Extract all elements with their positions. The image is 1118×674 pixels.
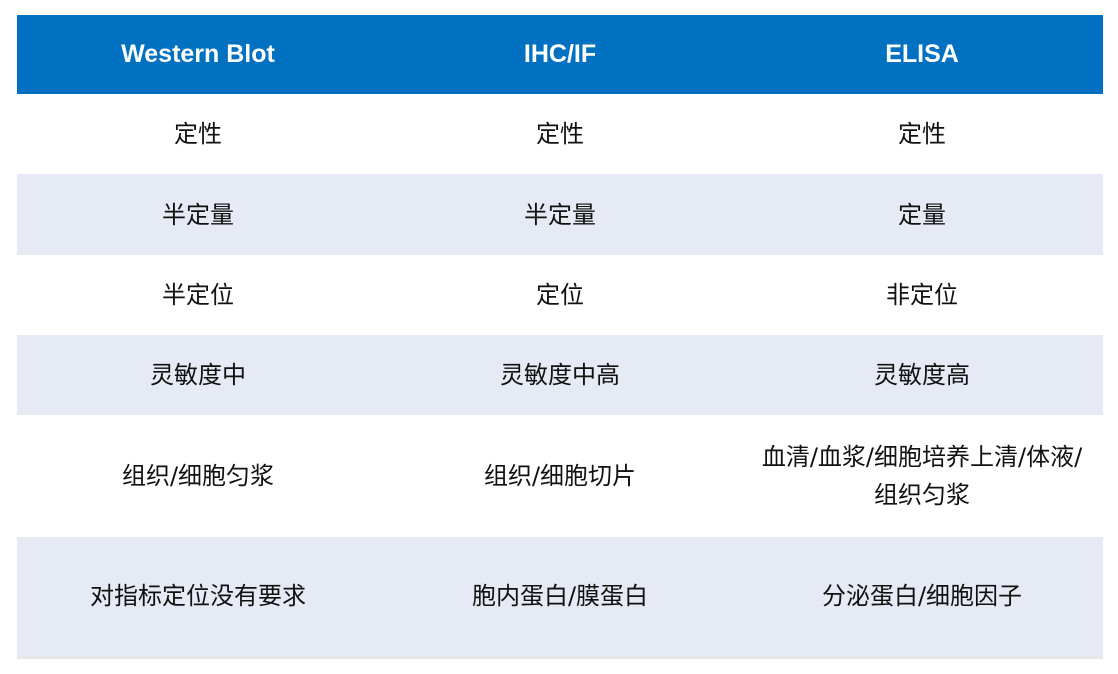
table-cell: 分泌蛋白/细胞因子 xyxy=(741,537,1103,659)
header-row: Western Blot IHC/IF ELISA xyxy=(17,15,1103,94)
header-ihc-if: IHC/IF xyxy=(379,15,741,94)
table-cell: 半定量 xyxy=(379,174,741,255)
table-cell: 半定位 xyxy=(162,281,234,309)
table-cell: 定性 xyxy=(898,120,946,148)
header-elisa: ELISA xyxy=(741,15,1103,94)
table-row: 定性 定性 定性 xyxy=(17,94,1103,174)
table-cell: 灵敏度高 xyxy=(741,335,1103,415)
table-cell: 胞内蛋白/膜蛋白 xyxy=(379,537,741,659)
table-cell: 对指标定位没有要求 xyxy=(17,537,379,659)
table-cell: 定位 xyxy=(536,281,584,309)
table-cell: 非定位 xyxy=(886,281,958,309)
table-row: 半定量 半定量 定量 xyxy=(17,174,1103,255)
table-row: 对指标定位没有要求 胞内蛋白/膜蛋白 分泌蛋白/细胞因子 xyxy=(17,537,1103,659)
table-cell: 血清/血浆/细胞培养上清/体液/组织匀浆 xyxy=(761,443,1083,509)
table-cell: 定量 xyxy=(741,174,1103,255)
table-cell: 半定量 xyxy=(17,174,379,255)
table-cell: 定性 xyxy=(174,120,222,148)
table-row: 半定位 定位 非定位 xyxy=(17,255,1103,335)
header-western-blot: Western Blot xyxy=(17,15,379,94)
table-row: 灵敏度中 灵敏度中高 灵敏度高 xyxy=(17,335,1103,415)
table-cell: 组织/细胞匀浆 xyxy=(121,462,275,490)
table-cell: 定性 xyxy=(536,120,584,148)
table-cell: 灵敏度中高 xyxy=(379,335,741,415)
table-cell: 组织/细胞切片 xyxy=(483,462,637,490)
comparison-table: Western Blot IHC/IF ELISA 定性 定性 定性 半定量 半… xyxy=(17,15,1103,659)
table-cell: 灵敏度中 xyxy=(17,335,379,415)
table-row: 组织/细胞匀浆 组织/细胞切片 血清/血浆/细胞培养上清/体液/组织匀浆 xyxy=(17,415,1103,537)
